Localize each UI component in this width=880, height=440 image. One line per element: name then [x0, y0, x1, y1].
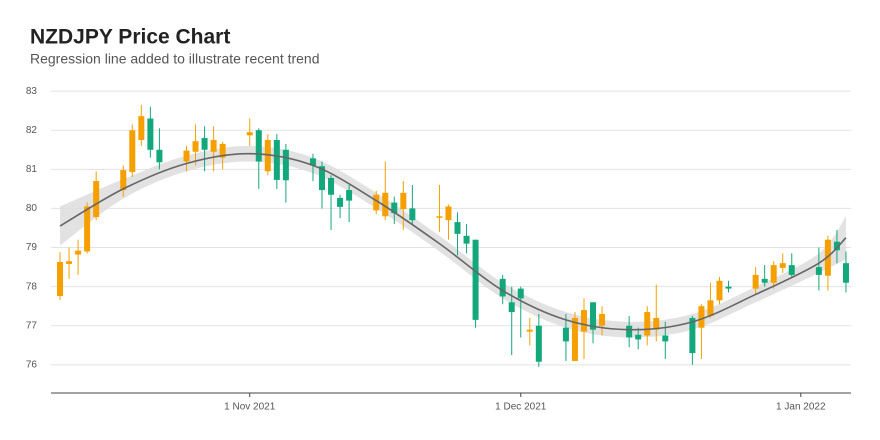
candle-body — [599, 314, 606, 326]
candle-body — [526, 329, 533, 332]
candle-body — [57, 262, 64, 297]
chart-title: NZDJPY Price Chart — [30, 26, 230, 49]
candle-body — [129, 130, 136, 173]
candle-body — [653, 317, 660, 330]
candle-body — [282, 149, 289, 181]
candle-body — [337, 197, 344, 207]
candle-body — [138, 116, 145, 141]
candle-body — [120, 170, 127, 191]
candle-body — [373, 194, 380, 211]
candle-body — [707, 300, 714, 316]
candle-body — [761, 278, 768, 283]
y-tick-label: 81 — [26, 164, 38, 175]
candle-body — [463, 235, 470, 244]
candle-body — [580, 310, 587, 332]
candle-body — [689, 317, 696, 354]
candle-body — [779, 263, 786, 268]
x-tick-label: 1 Jan 2022 — [776, 402, 826, 413]
candle-body — [346, 190, 353, 201]
candle-body — [84, 206, 91, 252]
candle-body — [255, 130, 262, 162]
y-tick-label: 83 — [26, 86, 38, 97]
candle-body — [75, 250, 82, 255]
grid — [51, 90, 851, 366]
trend-band-layer — [60, 145, 846, 338]
trend-line — [59, 152, 847, 331]
candle-body — [562, 327, 569, 342]
candle-body — [219, 143, 226, 158]
candle-body — [788, 265, 795, 275]
candle-body — [328, 177, 335, 195]
y-tick-label: 79 — [26, 242, 38, 253]
candle-body — [445, 206, 452, 221]
candle-body — [93, 181, 100, 218]
candle-body — [725, 286, 732, 289]
trend-band — [60, 145, 846, 338]
candle-body — [409, 208, 416, 221]
candle-body — [815, 267, 822, 275]
candle-body — [472, 239, 479, 320]
candle-body — [517, 288, 524, 299]
candle-body — [400, 192, 407, 210]
candle-body — [273, 140, 280, 180]
y-tick-label: 78 — [26, 281, 38, 292]
y-tick-label: 76 — [26, 359, 38, 370]
candle-body — [833, 241, 840, 251]
candle-body — [436, 216, 443, 218]
candle-body — [752, 274, 759, 289]
candle-body — [183, 150, 190, 162]
candle-body — [698, 306, 705, 328]
candle-body — [842, 263, 849, 283]
y-tick-label: 77 — [26, 320, 38, 331]
candle-body — [571, 317, 578, 361]
candles — [57, 104, 849, 367]
candle-body — [626, 325, 633, 338]
candle-body — [635, 334, 642, 340]
chart-subtitle: Regression line added to illustrate rece… — [30, 51, 320, 67]
y-tick-label: 80 — [26, 203, 38, 214]
candle-body — [319, 166, 326, 191]
candle-body — [309, 158, 316, 166]
candle-body — [535, 325, 542, 362]
candle-body — [210, 140, 217, 152]
candle-body — [156, 149, 163, 163]
candle-body — [391, 202, 398, 214]
x-tick-label: 1 Dec 2021 — [495, 402, 547, 413]
candle-body — [499, 278, 506, 297]
x-tick-label: 1 Nov 2021 — [224, 402, 276, 413]
axes: 76 77 78 79 80 81 82 83 1 Nov 2021 1 Dec 2021 1 Ja… — [26, 86, 851, 413]
candle-body — [201, 138, 208, 150]
candle-body — [192, 141, 199, 152]
candle-body — [454, 222, 461, 234]
candle-body — [246, 132, 253, 136]
candle-body — [662, 335, 669, 342]
candle-body — [770, 265, 777, 283]
candle-body — [264, 140, 271, 172]
candle-body — [66, 261, 73, 264]
candle-body — [147, 118, 154, 150]
candle-body — [382, 192, 389, 217]
candle-body — [644, 312, 651, 336]
candle-body — [824, 239, 831, 276]
candle-body — [716, 280, 723, 301]
candle-body — [590, 302, 597, 330]
y-tick-label: 82 — [26, 125, 38, 136]
trend-layer — [59, 152, 847, 331]
candle-body — [508, 302, 515, 313]
